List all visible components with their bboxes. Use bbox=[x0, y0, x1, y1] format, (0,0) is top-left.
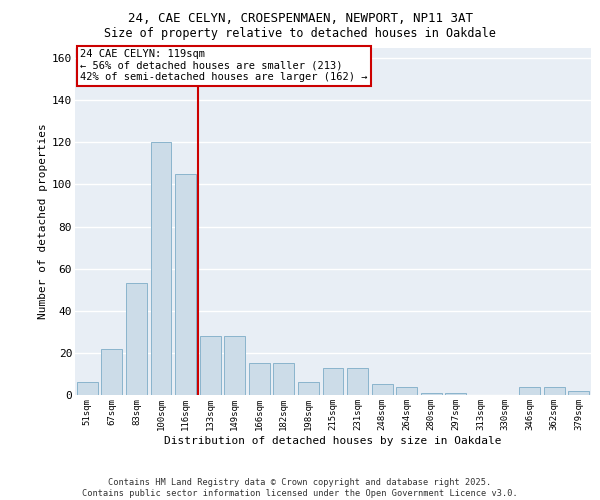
Bar bbox=[568, 391, 589, 395]
Bar bbox=[101, 348, 122, 395]
Bar bbox=[126, 284, 147, 395]
Text: 24 CAE CELYN: 119sqm
← 56% of detached houses are smaller (213)
42% of semi-deta: 24 CAE CELYN: 119sqm ← 56% of detached h… bbox=[80, 49, 368, 82]
Bar bbox=[200, 336, 221, 395]
Bar bbox=[519, 386, 540, 395]
Bar bbox=[274, 364, 295, 395]
Bar bbox=[249, 364, 270, 395]
Bar bbox=[445, 393, 466, 395]
Bar bbox=[396, 386, 417, 395]
Bar bbox=[421, 393, 442, 395]
Bar bbox=[371, 384, 392, 395]
Y-axis label: Number of detached properties: Number of detached properties bbox=[38, 124, 48, 319]
Bar bbox=[77, 382, 98, 395]
Bar bbox=[175, 174, 196, 395]
Text: Contains HM Land Registry data © Crown copyright and database right 2025.
Contai: Contains HM Land Registry data © Crown c… bbox=[82, 478, 518, 498]
Bar bbox=[544, 386, 565, 395]
Bar bbox=[323, 368, 343, 395]
Bar bbox=[347, 368, 368, 395]
Bar bbox=[151, 142, 172, 395]
Bar bbox=[224, 336, 245, 395]
X-axis label: Distribution of detached houses by size in Oakdale: Distribution of detached houses by size … bbox=[164, 436, 502, 446]
Text: 24, CAE CELYN, CROESPENMAEN, NEWPORT, NP11 3AT: 24, CAE CELYN, CROESPENMAEN, NEWPORT, NP… bbox=[128, 12, 473, 26]
Text: Size of property relative to detached houses in Oakdale: Size of property relative to detached ho… bbox=[104, 28, 496, 40]
Bar bbox=[298, 382, 319, 395]
